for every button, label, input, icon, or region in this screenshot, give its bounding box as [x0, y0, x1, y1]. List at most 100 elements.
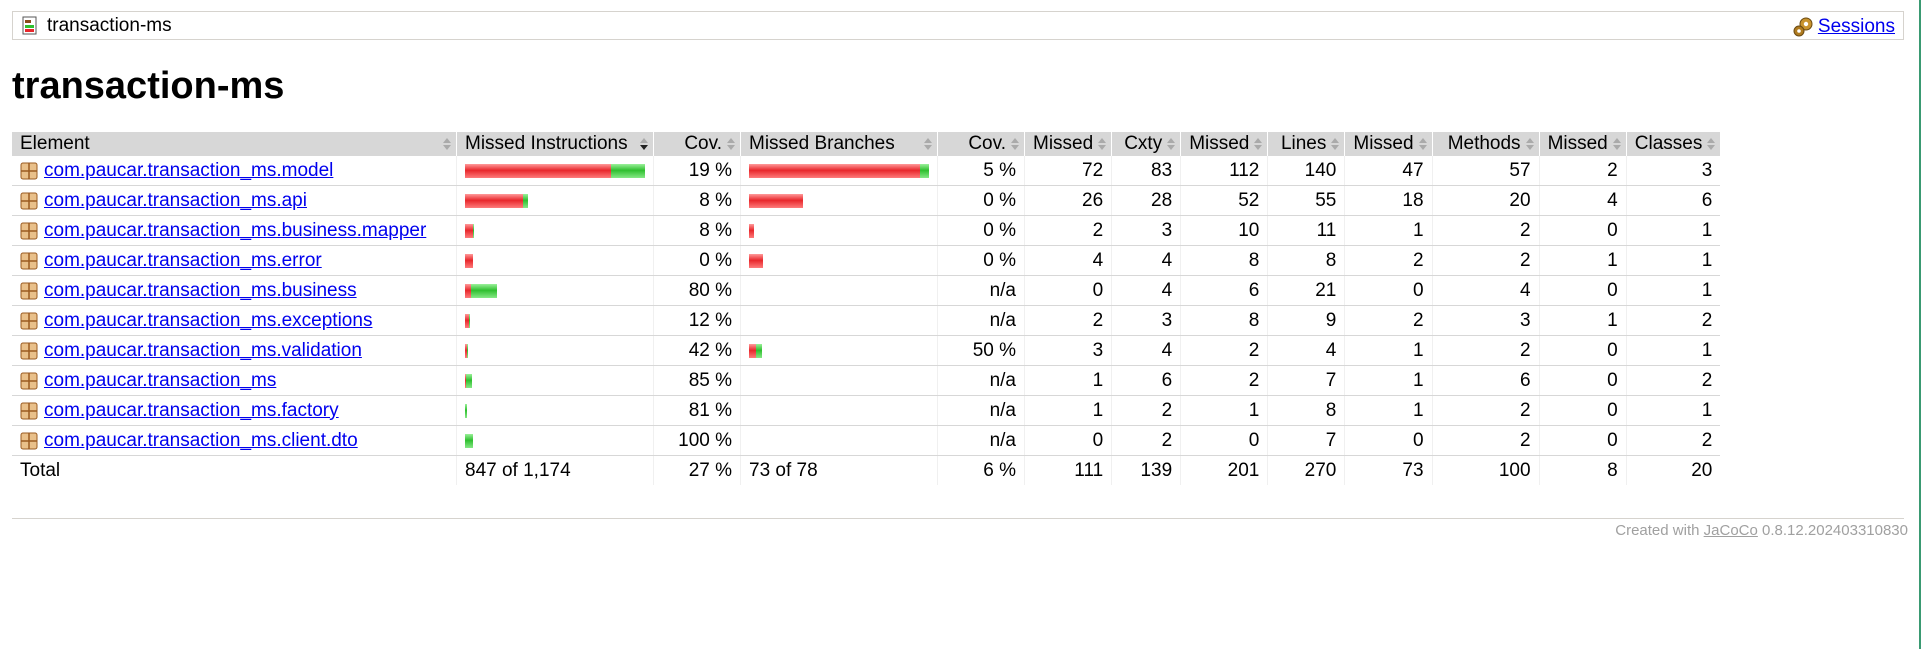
classes-cell: 1 [1625, 395, 1721, 426]
col-element[interactable]: Element [12, 132, 457, 156]
missed-branches-cell [740, 185, 938, 216]
coverage-bar [749, 374, 929, 388]
col-label: Cov. [968, 133, 1006, 154]
package-link[interactable]: com.paucar.transaction_ms.exceptions [44, 309, 373, 331]
package-link[interactable]: com.paucar.transaction_ms.error [44, 249, 322, 271]
col-missed-lines[interactable]: Missed [1180, 132, 1268, 156]
covered-segment [465, 403, 467, 418]
missed-segment [749, 253, 763, 268]
lines-cell: 7 [1267, 365, 1345, 396]
total-missed-cxty: 111 [1023, 455, 1112, 485]
col-methods[interactable]: Methods [1431, 132, 1540, 156]
table-header-row: Element Missed Instructions Cov. Missed … [12, 132, 1721, 156]
missed-methods-cell: 1 [1344, 215, 1433, 246]
col-instr-coverage[interactable]: Cov. [653, 132, 741, 156]
total-instr: 847 of 1,174 [456, 455, 654, 485]
missed-lines-cell: 2 [1180, 365, 1268, 396]
col-label: Missed [1547, 133, 1608, 154]
package-link[interactable]: com.paucar.transaction_ms.model [44, 159, 334, 181]
sessions-link-group[interactable]: Sessions [1792, 16, 1895, 38]
missed-cxty-cell: 0 [1023, 425, 1112, 456]
missed-instructions-cell [456, 365, 654, 396]
missed-branches-cell [740, 156, 938, 186]
classes-cell: 2 [1625, 425, 1721, 456]
instr-coverage-cell: 8 % [653, 215, 741, 246]
cxty-cell: 3 [1111, 215, 1181, 246]
package-icon [20, 402, 38, 419]
footer: Created with JaCoCo 0.8.12.202403310830 [1615, 522, 1908, 539]
missed-lines-cell: 10 [1180, 215, 1268, 246]
classes-cell: 2 [1625, 305, 1721, 336]
methods-cell: 57 [1431, 156, 1540, 186]
instr-coverage-cell: 8 % [653, 185, 741, 216]
col-branch-coverage[interactable]: Cov. [937, 132, 1025, 156]
sort-icon [1612, 138, 1621, 150]
covered-segment [471, 283, 497, 298]
sessions-link[interactable]: Sessions [1817, 16, 1895, 37]
cxty-cell: 3 [1111, 305, 1181, 336]
package-link[interactable]: com.paucar.transaction_ms.business.mappe… [44, 219, 427, 241]
package-link[interactable]: com.paucar.transaction_ms.factory [44, 399, 339, 421]
col-missed-branches[interactable]: Missed Branches [740, 132, 938, 156]
col-lines[interactable]: Lines [1267, 132, 1345, 156]
coverage-bar [749, 404, 929, 418]
lines-cell: 4 [1267, 335, 1345, 366]
covered-segment [920, 163, 929, 178]
lines-cell: 8 [1267, 245, 1345, 276]
col-cxty[interactable]: Cxty [1111, 132, 1181, 156]
col-missed-methods[interactable]: Missed [1344, 132, 1433, 156]
missed-cxty-cell: 4 [1023, 245, 1112, 276]
missed-branches-cell [740, 395, 938, 426]
sort-icon [727, 138, 735, 150]
cxty-cell: 4 [1111, 275, 1181, 306]
col-missed-cxty[interactable]: Missed [1023, 132, 1112, 156]
cxty-cell: 4 [1111, 245, 1181, 276]
package-entry: com.paucar.transaction_ms.business.mappe… [20, 220, 448, 242]
branch-coverage-cell: 0 % [937, 185, 1025, 216]
missed-segment [749, 163, 920, 178]
coverage-bar [749, 343, 929, 358]
col-missed-classes[interactable]: Missed [1538, 132, 1627, 156]
package-entry: com.paucar.transaction_ms [20, 370, 448, 392]
jacoco-link[interactable]: JaCoCo [1703, 522, 1758, 539]
element-cell: com.paucar.transaction_ms.exceptions [12, 305, 457, 336]
table-row: com.paucar.transaction_ms.business 80 % n/… [12, 275, 1721, 306]
table-row: com.paucar.transaction_ms.client.dto 100 … [12, 425, 1721, 456]
package-link[interactable]: com.paucar.transaction_ms [44, 369, 277, 391]
coverage-bar [465, 433, 645, 448]
package-link[interactable]: com.paucar.transaction_ms.api [44, 189, 307, 211]
package-link[interactable]: com.paucar.transaction_ms.business [44, 279, 357, 301]
package-icon [20, 282, 38, 299]
sort-icon [1167, 138, 1176, 150]
coverage-bar [465, 223, 645, 238]
missed-segment [465, 223, 473, 238]
missed-methods-cell: 1 [1344, 365, 1433, 396]
branch-coverage-cell: 0 % [937, 215, 1025, 246]
col-classes[interactable]: Classes [1625, 132, 1721, 156]
lines-cell: 55 [1267, 185, 1345, 216]
cxty-cell: 2 [1111, 395, 1181, 426]
coverage-bar [749, 163, 929, 178]
sort-icon [1098, 138, 1107, 150]
col-label: Missed [1189, 133, 1250, 154]
coverage-bar [465, 343, 645, 358]
instr-coverage-cell: 0 % [653, 245, 741, 276]
missed-methods-cell: 2 [1344, 305, 1433, 336]
total-branch-cov: 6 % [937, 455, 1025, 485]
covered-segment [466, 373, 472, 388]
col-label: Methods [1447, 133, 1521, 154]
missed-classes-cell: 0 [1538, 395, 1627, 426]
package-link[interactable]: com.paucar.transaction_ms.validation [44, 339, 362, 361]
table-row: com.paucar.transaction_ms.error 0 % 0 % 4 4 8… [12, 245, 1721, 276]
missed-methods-cell: 1 [1344, 335, 1433, 366]
missed-segment [465, 163, 611, 178]
col-missed-instructions[interactable]: Missed Instructions [456, 132, 654, 156]
classes-cell: 1 [1625, 275, 1721, 306]
package-link[interactable]: com.paucar.transaction_ms.client.dto [44, 429, 358, 451]
sort-icon [1418, 138, 1427, 150]
coverage-bar [749, 223, 929, 238]
package-entry: com.paucar.transaction_ms.model [20, 160, 448, 182]
missed-branches-cell [740, 215, 938, 246]
package-icon [20, 312, 38, 329]
element-cell: com.paucar.transaction_ms.business [12, 275, 457, 306]
